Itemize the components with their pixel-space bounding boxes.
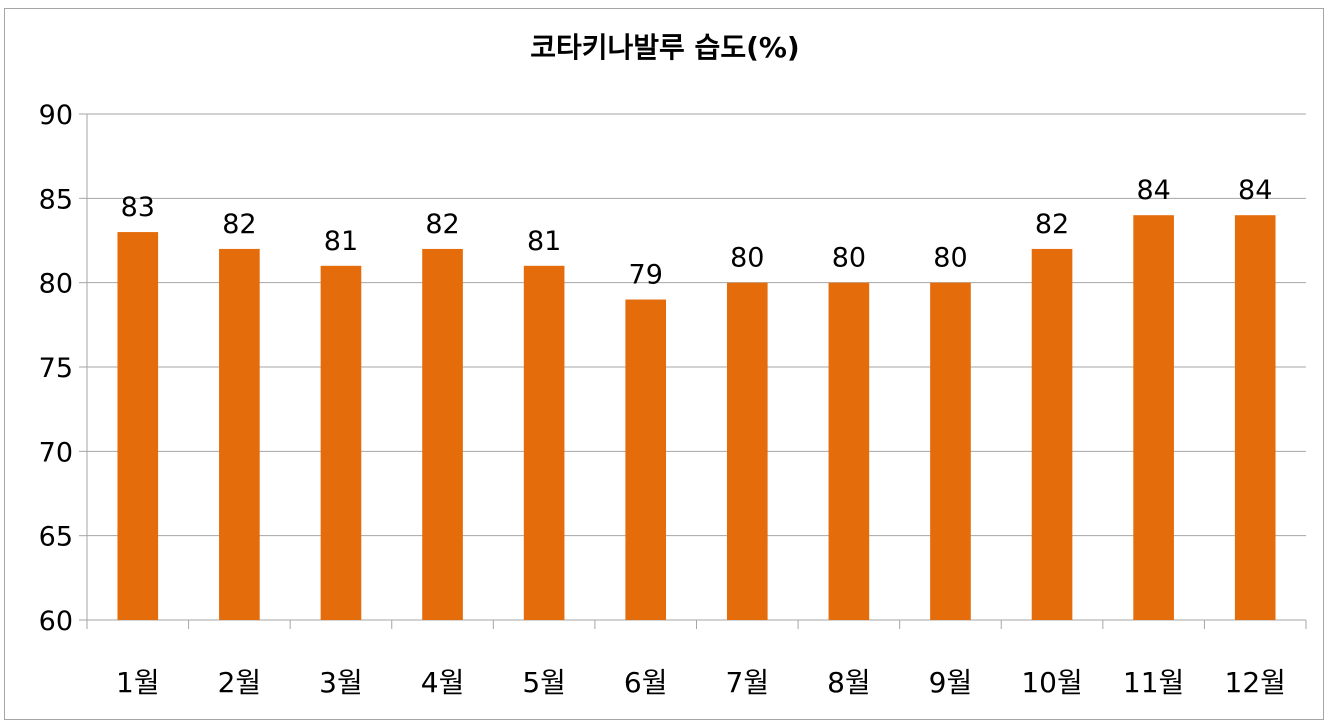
y-tick-label-85: 85 (39, 184, 73, 215)
axes (79, 113, 1307, 629)
x-tick-label-11: 11월 (1123, 666, 1184, 699)
data-label-5: 81 (527, 226, 561, 257)
x-tick-label-8: 8월 (827, 666, 871, 699)
data-label-11: 84 (1136, 175, 1170, 206)
data-label-8: 80 (832, 243, 866, 274)
data-label-1: 83 (121, 192, 155, 223)
bar-10 (1031, 248, 1073, 620)
data-label-6: 79 (629, 260, 663, 291)
bar-9 (930, 282, 971, 620)
data-label-9: 80 (933, 243, 967, 274)
y-tick-label-75: 75 (39, 353, 73, 384)
gridlines (87, 113, 1306, 537)
x-tick-label-10: 10월 (1021, 666, 1082, 699)
y-tick-label-70: 70 (39, 437, 73, 468)
bar-5 (523, 265, 565, 620)
data-label-3: 81 (324, 226, 358, 257)
bars (117, 215, 1276, 621)
bar-11 (1133, 215, 1174, 620)
data-label-4: 82 (425, 209, 459, 240)
x-tick-label-7: 7월 (726, 666, 770, 699)
x-tick-label-12: 12월 (1225, 666, 1286, 699)
x-tick-label-3: 3월 (319, 666, 363, 699)
y-tick-label-80: 80 (39, 269, 73, 300)
x-tick-label-1: 1월 (116, 666, 160, 699)
x-tick-label-2: 2월 (218, 666, 262, 699)
x-tick-label-5: 5월 (522, 666, 566, 699)
x-tick-label-9: 9월 (929, 666, 973, 699)
y-tick-label-90: 90 (39, 100, 73, 131)
y-tick-label-65: 65 (39, 522, 73, 553)
bar-8 (828, 282, 870, 620)
data-label-7: 80 (730, 243, 764, 274)
chart-title: 코타키나발루 습도(%) (530, 31, 800, 64)
bar-1 (117, 232, 159, 621)
bar-4 (422, 248, 463, 620)
bar-3 (320, 265, 362, 620)
labels: 60 65 70 75 80 85 90 83 1월 82 2월 81 3월 82 4월 81 5월 79 6월 80… (39, 100, 1286, 699)
bar-6 (625, 299, 667, 620)
data-label-2: 82 (222, 209, 256, 240)
bar-12 (1234, 215, 1276, 620)
y-tick-label-60: 60 (39, 606, 73, 637)
data-label-12: 84 (1238, 175, 1272, 206)
bar-2 (219, 248, 260, 620)
x-tick-label-6: 6월 (624, 666, 668, 699)
data-label-10: 82 (1035, 209, 1069, 240)
bar-7 (726, 282, 768, 620)
x-tick-label-4: 4월 (421, 666, 465, 699)
